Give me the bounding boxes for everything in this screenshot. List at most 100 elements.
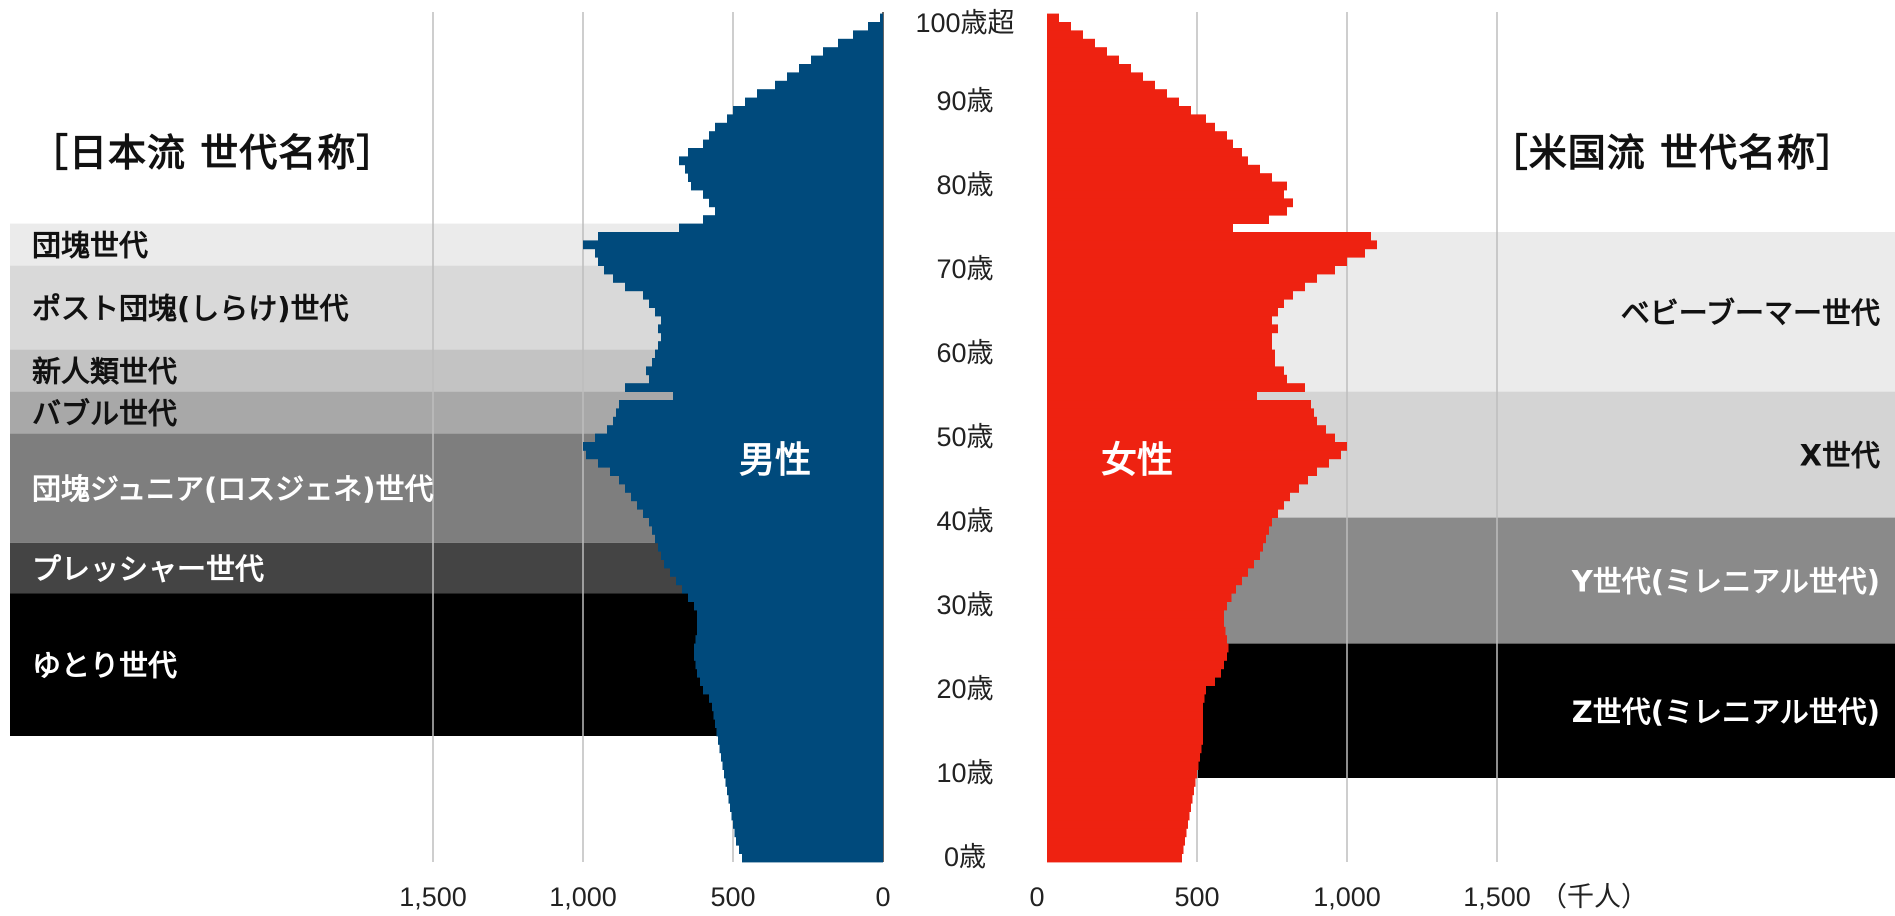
japan-generation-label: ゆとり世代 (32, 649, 177, 683)
female-bar (1047, 22, 1071, 31)
age-label: 80歳 (936, 170, 993, 200)
female-bar (1047, 139, 1233, 149)
female-bar (1047, 794, 1193, 804)
female-bar (1047, 484, 1299, 493)
male-bar (787, 72, 883, 82)
female-bar (1047, 668, 1221, 678)
female-bar (1047, 618, 1224, 628)
female-bar (1047, 307, 1278, 317)
male-bar (745, 97, 883, 107)
male-bar (727, 786, 883, 796)
male-bar (736, 836, 883, 846)
male-bar (691, 181, 883, 191)
female-bar (1047, 593, 1232, 602)
female-bar (1047, 416, 1317, 426)
male-bar (658, 341, 883, 350)
female-bar (1047, 677, 1215, 686)
female-bar (1047, 80, 1155, 90)
male-bar (718, 736, 883, 745)
x-tick-label-female: 1,000 (1313, 882, 1381, 912)
us-generation-label: X世代 (1800, 439, 1880, 473)
female-bar (1047, 265, 1335, 275)
female-bar (1047, 240, 1377, 250)
female-bar (1047, 181, 1287, 191)
male-bar (799, 64, 883, 73)
male-bar (721, 752, 883, 762)
female-bar (1047, 13, 1059, 23)
age-label: 50歳 (936, 422, 993, 452)
female-bar (1047, 282, 1305, 292)
age-label: 20歳 (936, 674, 993, 704)
male-bar (688, 173, 883, 182)
male-bar (625, 484, 883, 493)
female-bar (1047, 122, 1215, 132)
female-bar (1047, 836, 1185, 846)
female-bar (1047, 559, 1254, 569)
female-bar (1047, 341, 1272, 350)
male-bar (655, 534, 883, 544)
female-bar (1047, 492, 1290, 502)
male-bar (695, 660, 883, 670)
x-tick-label-male: 500 (710, 882, 755, 912)
female-bar (1047, 324, 1278, 334)
female-bar (1047, 215, 1269, 224)
male-bar (728, 794, 883, 804)
male-bar (700, 677, 883, 686)
female-bar (1047, 526, 1269, 535)
us-generation-label: ベビーブーマー世代 (1621, 296, 1880, 330)
female-bar (1047, 400, 1311, 409)
female-bar (1047, 47, 1107, 56)
male-bar (715, 206, 883, 216)
female-bar (1047, 89, 1167, 98)
age-label: 100歳超 (915, 8, 1014, 38)
male-bar (595, 248, 883, 258)
female-bar (1047, 248, 1365, 258)
female-bar (1047, 517, 1272, 527)
female-bar (1047, 274, 1317, 283)
age-label: 10歳 (936, 758, 993, 788)
male-bar (595, 433, 883, 443)
male-bar (652, 526, 883, 535)
male-bar (713, 710, 883, 720)
female-bar (1047, 156, 1248, 166)
male-bar (775, 80, 883, 90)
male-bar (586, 450, 883, 460)
age-label: 30歳 (936, 590, 993, 620)
male-bar (853, 30, 883, 40)
male-bar (757, 89, 883, 98)
male-bar (655, 349, 883, 359)
female-bar (1047, 626, 1226, 636)
female-bar (1047, 803, 1191, 812)
female-bar (1047, 702, 1203, 712)
male-bar (649, 517, 883, 527)
female-bar (1047, 72, 1143, 82)
male-bar (694, 643, 883, 653)
male-bar (625, 282, 883, 292)
female-bar (1047, 727, 1203, 737)
female-bar (1047, 316, 1272, 325)
female-bar (1047, 551, 1260, 560)
male-bar (661, 551, 883, 560)
male-bar (823, 47, 883, 56)
female-bar (1047, 106, 1191, 115)
japan-generation-label: ポスト団塊(しらけ)世代 (32, 292, 349, 326)
male-bar (697, 618, 883, 628)
female-bar (1047, 500, 1284, 510)
male-bar (661, 316, 883, 325)
female-bar (1047, 601, 1227, 611)
male-bar (649, 374, 883, 384)
male-bar (658, 542, 883, 552)
female-bar (1047, 374, 1287, 384)
male-bar (703, 139, 883, 149)
male-bar (697, 610, 883, 619)
x-tick-label-female: 500 (1174, 882, 1219, 912)
male-label: 男性 (739, 440, 811, 481)
male-bar (697, 668, 883, 678)
us-generation-label: Z世代(ミレニアル世代) (1572, 695, 1880, 729)
female-bar (1047, 710, 1203, 720)
female-bar (1047, 190, 1284, 199)
male-bar (637, 500, 883, 510)
female-bar (1047, 131, 1227, 140)
male-bar (643, 509, 883, 518)
